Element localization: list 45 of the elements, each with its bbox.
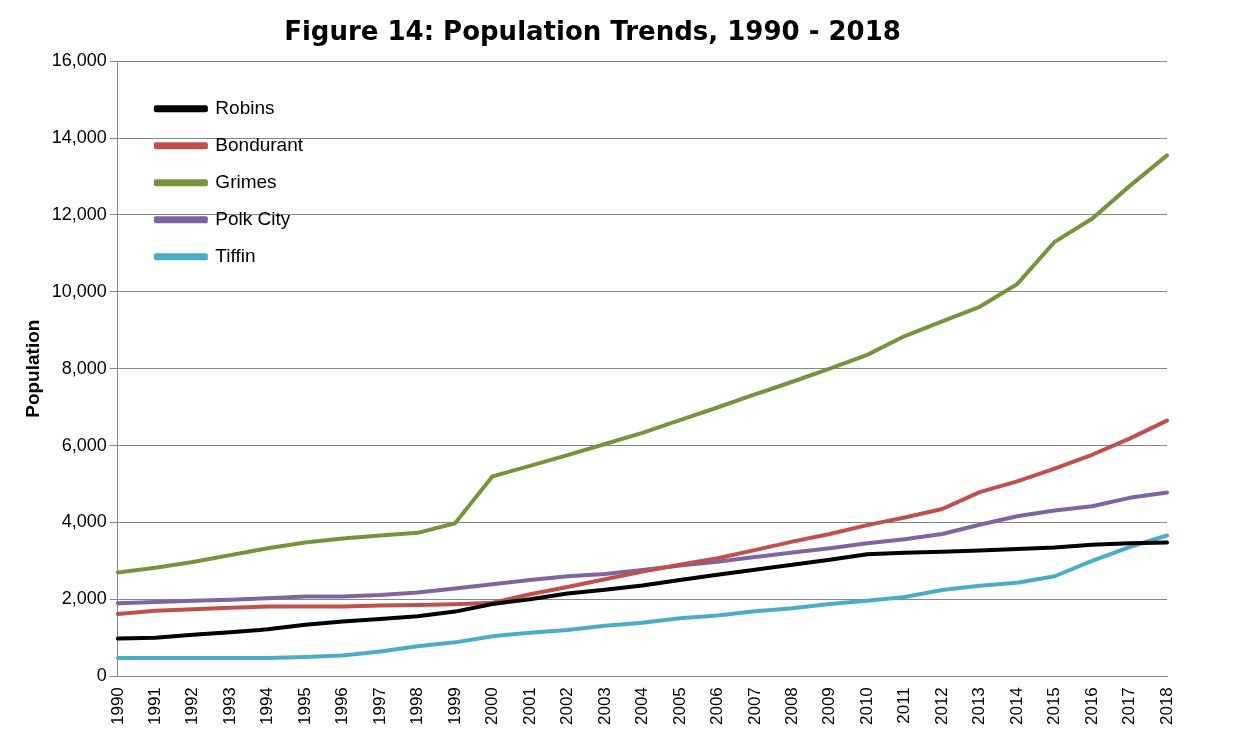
chart-title: Figure 14: Population Trends, 1990 - 2018	[284, 16, 901, 47]
x-tick-label: 2005	[669, 687, 689, 726]
x-tick-label: 2001	[519, 687, 539, 726]
x-tick-label: 1990	[107, 687, 127, 726]
x-tick-label: 2015	[1044, 687, 1064, 726]
y-tick-label: 6,000	[61, 434, 107, 455]
x-tick-label: 1996	[332, 687, 352, 726]
x-tick-label: 2013	[969, 687, 989, 726]
x-tick-label: 2014	[1006, 687, 1026, 726]
y-tick-label: 4,000	[61, 511, 107, 532]
y-tick-label: 10,000	[51, 280, 107, 301]
y-tick-label: 8,000	[61, 357, 107, 378]
x-tick-label: 2002	[557, 687, 577, 726]
x-tick-label: 2018	[1156, 687, 1176, 726]
x-tick-label: 2003	[594, 687, 614, 726]
x-tick-label: 2010	[856, 687, 876, 726]
x-tick-label: 2011	[894, 687, 914, 724]
legend-label: Polk City	[215, 207, 291, 229]
y-tick-label: 2,000	[61, 588, 107, 609]
y-tick-label: 16,000	[51, 50, 107, 71]
x-tick-label: 1991	[145, 687, 165, 726]
x-tick-label: 2007	[744, 687, 764, 726]
legend-label: Tiffin	[215, 244, 256, 266]
y-tick-label: 12,000	[51, 203, 107, 224]
x-tick-label: 2006	[707, 687, 727, 726]
legend-label: Robins	[215, 96, 275, 118]
legend-label: Grimes	[215, 170, 277, 192]
x-tick-label: 1994	[257, 687, 277, 726]
x-tick-label: 2000	[482, 687, 502, 726]
y-axis-title: Population	[21, 319, 43, 418]
legend-label: Bondurant	[215, 133, 304, 155]
x-tick-label: 2012	[931, 687, 951, 726]
x-tick-label: 2004	[632, 687, 652, 726]
y-tick-label: 14,000	[51, 127, 107, 148]
x-tick-label: 2008	[781, 687, 801, 726]
x-tick-label: 1995	[294, 687, 314, 726]
x-tick-label: 1993	[219, 687, 239, 726]
x-tick-label: 1998	[407, 687, 427, 726]
x-tick-label: 1997	[369, 687, 389, 726]
x-tick-label: 2009	[819, 687, 839, 726]
x-tick-label: 2016	[1081, 687, 1101, 726]
x-tick-label: 1999	[444, 687, 464, 726]
y-tick-label: 0	[96, 665, 107, 686]
x-tick-label: 2017	[1119, 687, 1139, 726]
x-tick-label: 1992	[182, 687, 202, 726]
